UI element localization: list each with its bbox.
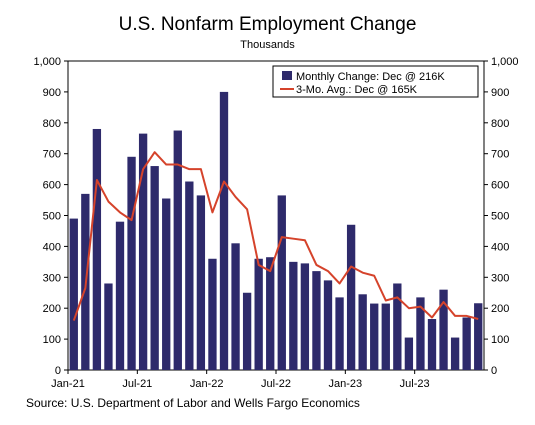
bar: [300, 263, 310, 370]
y-tick-label-right: 700: [491, 149, 509, 161]
bar: [150, 166, 159, 370]
y-tick-label-left: 300: [43, 272, 61, 284]
bar: [404, 337, 414, 370]
x-tick-label: Jan-23: [329, 378, 363, 390]
bar: [462, 317, 471, 370]
line-series: [72, 151, 479, 321]
bar: [346, 224, 356, 370]
bar: [162, 198, 171, 370]
bar: [393, 283, 402, 370]
y-tick-label-left: 400: [43, 241, 61, 253]
legend-bar-label: Monthly Change: Dec @ 216K: [296, 71, 445, 83]
bar: [266, 257, 275, 370]
bar: [358, 294, 367, 370]
y-tick-label-right: 600: [491, 180, 509, 192]
bar: [381, 303, 390, 370]
legend-bar-swatch: [282, 71, 292, 80]
bar: [104, 283, 113, 370]
x-tick-label: Jul-22: [261, 378, 291, 390]
y-tick-label-left: 700: [43, 149, 61, 161]
bar: [219, 91, 229, 371]
three-month-average-line: [72, 151, 479, 321]
chart-subtitle: Thousands: [240, 39, 295, 51]
x-tick-label: Jul-23: [400, 378, 430, 390]
legend-line-label: 3-Mo. Avg.: Dec @ 165K: [296, 84, 418, 96]
y-tick-label-left: 800: [43, 118, 61, 130]
tick-labels: 0 0 100 100 200 200 300 300 400 400 500 500 600 600 70…: [33, 56, 518, 390]
bar: [450, 337, 460, 370]
axes-group: [64, 60, 488, 374]
legend: Monthly Change: Dec @ 216K 3-Mo. Avg.: D…: [272, 65, 479, 98]
bar: [231, 243, 240, 370]
y-tick-label-right: 300: [491, 272, 509, 284]
x-tick-label: Jan-21: [51, 378, 85, 390]
bar: [92, 128, 102, 370]
bar: [474, 303, 483, 370]
bar: [208, 258, 217, 370]
x-tick-label: Jul-21: [122, 378, 152, 390]
bar: [427, 319, 437, 370]
y-tick-label-right: 400: [491, 241, 509, 253]
source-note: Source: U.S. Department of Labor and Wel…: [26, 396, 360, 410]
bar: [115, 221, 125, 370]
y-tick-label-right: 900: [491, 87, 509, 99]
bar: [416, 297, 425, 370]
bar: [185, 181, 194, 370]
y-tick-label-right: 800: [491, 118, 509, 130]
y-tick-label-left: 500: [43, 211, 61, 223]
bar: [69, 218, 78, 370]
bar: [312, 271, 321, 370]
bar: [277, 195, 286, 370]
bar: [173, 130, 182, 370]
y-tick-label-left: 0: [55, 365, 61, 377]
y-tick-label-right: 200: [491, 303, 509, 315]
bar: [196, 195, 206, 370]
chart-title: U.S. Nonfarm Employment Change: [118, 14, 417, 35]
legend-box: [272, 65, 479, 98]
y-tick-label-left: 900: [43, 87, 61, 99]
bar: [439, 289, 448, 370]
bar: [138, 133, 148, 370]
bar: [242, 292, 252, 370]
y-tick-label-right: 500: [491, 211, 509, 223]
y-tick-label-left: 200: [43, 303, 61, 315]
x-tick-label: Jan-22: [190, 378, 224, 390]
bar: [289, 261, 298, 370]
y-tick-label-right: 1,000: [491, 56, 519, 68]
bar: [127, 156, 136, 370]
y-tick-label-left: 600: [43, 180, 61, 192]
bar: [335, 297, 344, 370]
y-tick-label-left: 100: [43, 334, 61, 346]
bar: [370, 303, 379, 370]
bar-series: [69, 91, 483, 371]
y-tick-label-right: 100: [491, 334, 509, 346]
bar: [254, 258, 263, 370]
bar: [323, 280, 333, 370]
y-tick-label-left: 1,000: [33, 56, 61, 68]
y-tick-label-right: 0: [491, 365, 497, 377]
